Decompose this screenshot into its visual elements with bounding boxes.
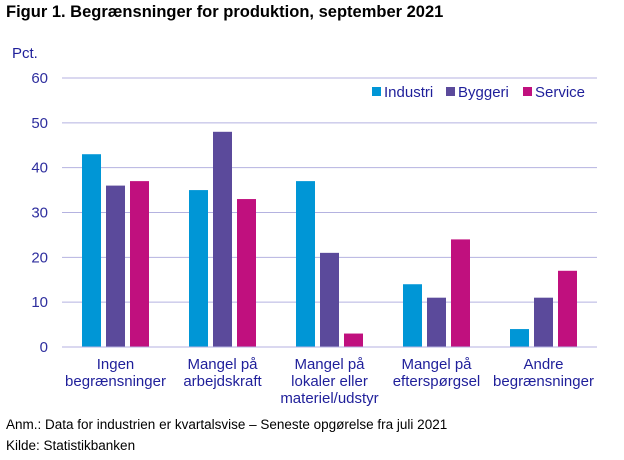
legend-swatch-service (523, 87, 532, 96)
x-tick-label: begrænsninger (65, 373, 166, 390)
y-tick-label: 30 (31, 205, 48, 222)
bar-industri (296, 181, 315, 347)
bar-service (558, 270, 577, 347)
x-tick-label: Mangel på (401, 356, 472, 373)
chart-note: Anm.: Data for industrien er kvartalsvis… (6, 417, 448, 432)
y-tick-label: 0 (40, 339, 48, 356)
bar-industri (403, 284, 422, 347)
y-tick-label: 50 (31, 115, 48, 132)
legend-swatch-industri (372, 87, 381, 96)
y-tick-label: 10 (31, 294, 48, 311)
x-tick-label: Mangel på (294, 356, 365, 373)
x-tick-label: Andre (523, 356, 563, 373)
bar-byggeri (213, 131, 232, 347)
legend-label-service: Service (535, 84, 585, 101)
x-tick-label: Mangel på (187, 356, 258, 373)
x-tick-label: begrænsninger (493, 373, 594, 390)
bar-industri (189, 190, 208, 347)
legend-label-industri: Industri (384, 84, 433, 101)
bar-byggeri (427, 297, 446, 347)
x-tick-label: lokaler eller (291, 373, 368, 390)
bar-industri (82, 154, 101, 347)
bar-byggeri (320, 252, 339, 347)
y-tick-label: 40 (31, 160, 48, 177)
chart-source: Kilde: Statistikbanken (6, 438, 136, 453)
bar-service (130, 181, 149, 347)
figure-title: Figur 1. Begrænsninger for produktion, s… (6, 3, 444, 21)
y-axis-label: Pct. (12, 45, 38, 62)
x-tick-label: arbejdskraft (183, 373, 262, 390)
legend-swatch-byggeri (446, 87, 455, 96)
bar-service (451, 239, 470, 347)
bar-industri (510, 329, 529, 347)
x-tick-label: materiel/udstyr (280, 390, 378, 407)
y-tick-label: 20 (31, 249, 48, 266)
legend-label-byggeri: Byggeri (458, 84, 509, 101)
bar-service (237, 199, 256, 347)
x-tick-label: Ingen (97, 356, 135, 373)
bar-byggeri (534, 297, 553, 347)
bar-byggeri (106, 185, 125, 347)
y-tick-label: 60 (31, 70, 48, 87)
bar-service (344, 333, 363, 347)
x-tick-label: efterspørgsel (393, 373, 481, 390)
